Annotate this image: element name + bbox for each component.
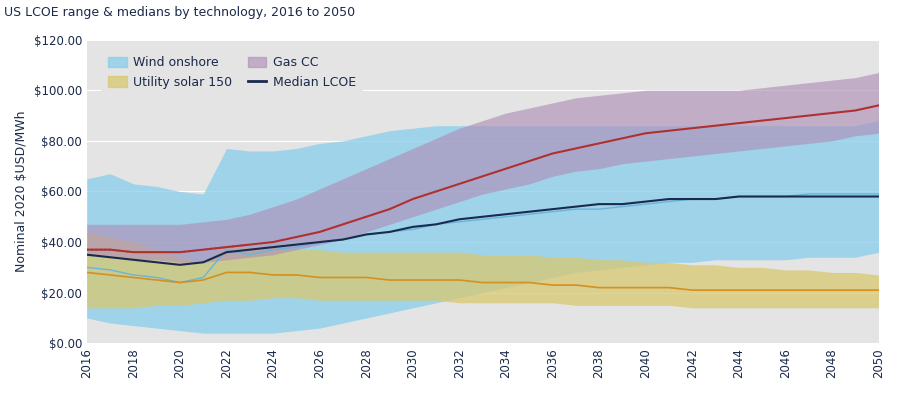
Text: US LCOE range & medians by technology, 2016 to 2050: US LCOE range & medians by technology, 2… xyxy=(4,6,356,19)
Y-axis label: Nominal 2020 $USD/MWh: Nominal 2020 $USD/MWh xyxy=(15,111,28,272)
Legend: Wind onshore, Utility solar 150, Gas CC, Median LCOE: Wind onshore, Utility solar 150, Gas CC,… xyxy=(101,49,364,96)
